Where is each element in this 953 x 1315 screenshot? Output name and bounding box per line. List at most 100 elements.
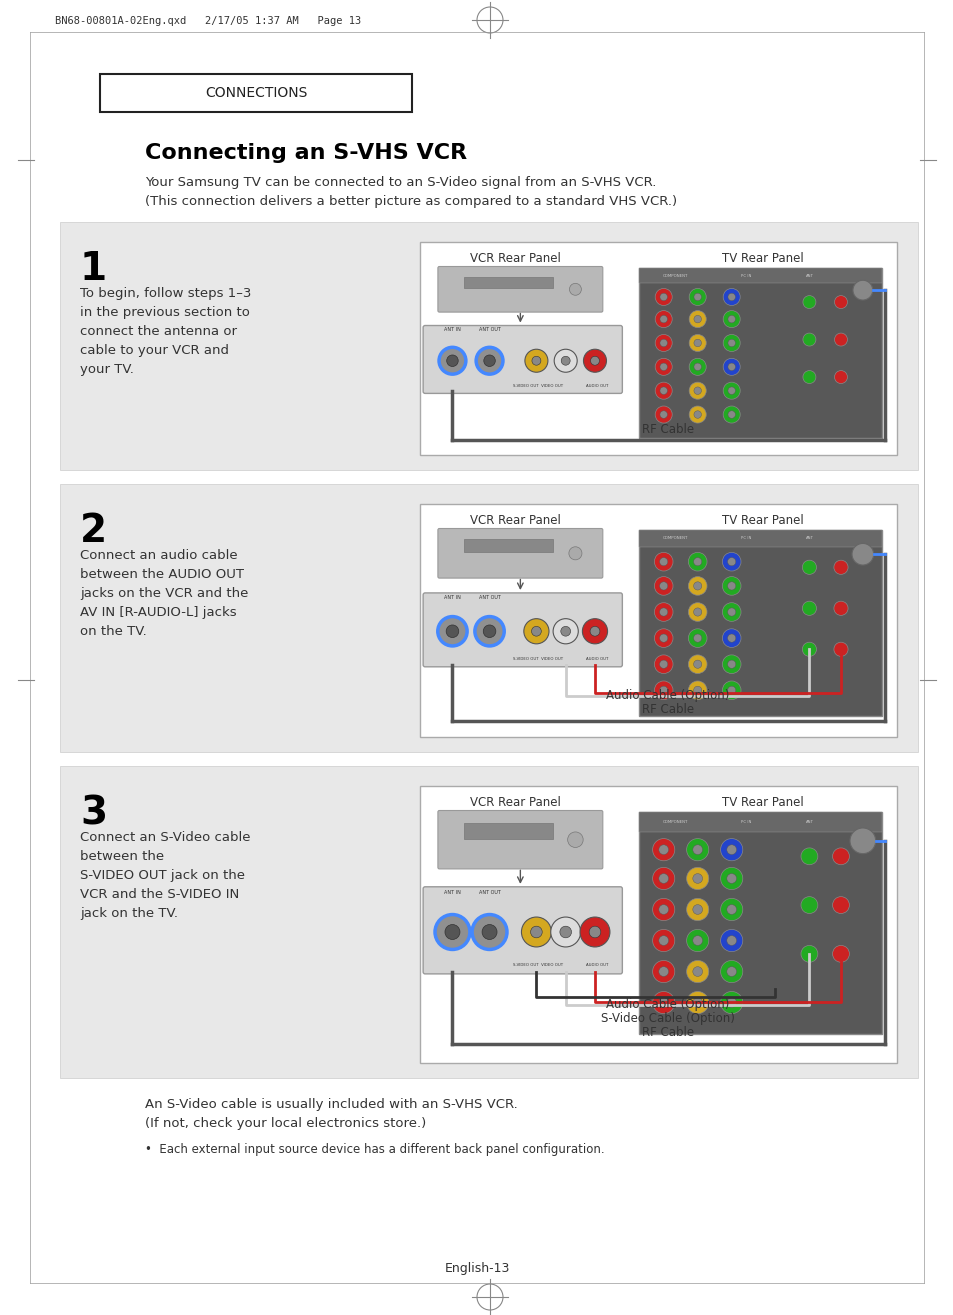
Circle shape — [654, 602, 672, 621]
Circle shape — [727, 581, 735, 590]
Circle shape — [720, 898, 742, 920]
Circle shape — [722, 288, 740, 305]
Circle shape — [655, 288, 672, 305]
Text: To begin, follow steps 1–3
in the previous section to
connect the antenna or
cab: To begin, follow steps 1–3 in the previo… — [80, 287, 251, 376]
Circle shape — [832, 945, 848, 963]
Circle shape — [834, 371, 846, 384]
Text: Audio Cable (Option): Audio Cable (Option) — [606, 689, 729, 702]
Circle shape — [721, 655, 740, 673]
Bar — [100, 74, 412, 112]
Text: TV Rear Panel: TV Rear Panel — [721, 514, 803, 527]
Circle shape — [727, 686, 735, 694]
Text: RF Cable: RF Cable — [641, 1027, 694, 1039]
Circle shape — [659, 686, 667, 694]
Circle shape — [590, 626, 599, 636]
Circle shape — [727, 410, 735, 418]
Circle shape — [801, 601, 816, 615]
Circle shape — [652, 839, 674, 861]
Circle shape — [693, 339, 700, 347]
Circle shape — [560, 626, 570, 636]
Circle shape — [654, 655, 672, 673]
Circle shape — [524, 350, 547, 372]
Circle shape — [531, 626, 540, 636]
Text: COMPONENT: COMPONENT — [662, 274, 688, 277]
Text: Connect an S-Video cable
between the
S-VIDEO OUT jack on the
VCR and the S-VIDEO: Connect an S-Video cable between the S-V… — [80, 831, 251, 920]
Text: Connecting an S-VHS VCR: Connecting an S-VHS VCR — [145, 143, 467, 163]
Circle shape — [437, 617, 467, 646]
Circle shape — [659, 387, 667, 394]
Circle shape — [655, 310, 672, 327]
Circle shape — [521, 917, 551, 947]
Circle shape — [567, 832, 582, 847]
Circle shape — [655, 358, 672, 375]
Text: BN68-00801A-02Eng.qxd   2/17/05 1:37 AM   Page 13: BN68-00801A-02Eng.qxd 2/17/05 1:37 AM Pa… — [55, 16, 361, 26]
Circle shape — [659, 844, 668, 855]
Text: AUDIO OUT: AUDIO OUT — [585, 658, 607, 661]
Circle shape — [659, 905, 668, 914]
Circle shape — [693, 660, 701, 668]
Text: ANT OUT: ANT OUT — [478, 327, 500, 333]
Bar — [60, 767, 917, 1078]
Text: ANT: ANT — [804, 821, 813, 825]
Circle shape — [652, 960, 674, 982]
Circle shape — [693, 634, 701, 642]
Circle shape — [438, 347, 465, 375]
Circle shape — [532, 356, 540, 366]
Text: An S-Video cable is usually included with an S-VHS VCR.: An S-Video cable is usually included wit… — [145, 1098, 517, 1111]
Circle shape — [659, 316, 667, 323]
Bar — [463, 276, 552, 288]
Text: ANT IN: ANT IN — [443, 596, 460, 600]
Bar — [639, 268, 882, 438]
Bar — [639, 268, 882, 283]
Text: AUDIO OUT: AUDIO OUT — [585, 384, 607, 388]
Circle shape — [655, 383, 672, 400]
Circle shape — [722, 358, 740, 375]
Circle shape — [688, 576, 706, 596]
Circle shape — [726, 873, 736, 884]
Circle shape — [832, 848, 848, 865]
Circle shape — [659, 660, 667, 668]
Bar — [639, 811, 882, 1034]
Text: PC IN: PC IN — [740, 274, 751, 277]
Circle shape — [444, 924, 459, 939]
Circle shape — [686, 960, 708, 982]
Circle shape — [693, 410, 700, 418]
Text: PC IN: PC IN — [740, 821, 751, 825]
Text: RF Cable: RF Cable — [641, 704, 694, 717]
Circle shape — [801, 848, 817, 865]
Circle shape — [688, 552, 706, 571]
Circle shape — [559, 926, 571, 938]
Circle shape — [726, 905, 736, 914]
Circle shape — [686, 898, 708, 920]
Circle shape — [727, 558, 735, 565]
Circle shape — [727, 634, 735, 642]
Circle shape — [801, 945, 817, 963]
Text: 3: 3 — [80, 794, 107, 832]
Circle shape — [550, 917, 580, 947]
FancyBboxPatch shape — [423, 593, 621, 667]
Circle shape — [692, 873, 701, 884]
Circle shape — [692, 844, 701, 855]
Text: PC IN: PC IN — [740, 537, 751, 540]
Text: S-VIDEO OUT  VIDEO OUT: S-VIDEO OUT VIDEO OUT — [513, 384, 563, 388]
Circle shape — [686, 839, 708, 861]
Circle shape — [659, 998, 668, 1007]
Bar — [463, 539, 552, 552]
Text: 2: 2 — [80, 512, 107, 550]
Text: COMPONENT: COMPONENT — [662, 821, 688, 825]
Circle shape — [659, 293, 667, 301]
Text: S-Video Cable (Option): S-Video Cable (Option) — [600, 1013, 734, 1026]
Text: RF Cable: RF Cable — [641, 423, 694, 435]
Circle shape — [693, 608, 701, 617]
Circle shape — [692, 998, 701, 1007]
Circle shape — [832, 897, 848, 914]
Text: COMPONENT: COMPONENT — [662, 537, 688, 540]
Circle shape — [801, 642, 816, 656]
Bar — [639, 811, 882, 832]
Circle shape — [721, 576, 740, 596]
Bar — [420, 786, 896, 1063]
Text: ANT OUT: ANT OUT — [478, 890, 500, 894]
Circle shape — [560, 356, 570, 366]
Circle shape — [483, 355, 495, 367]
Circle shape — [833, 642, 847, 656]
